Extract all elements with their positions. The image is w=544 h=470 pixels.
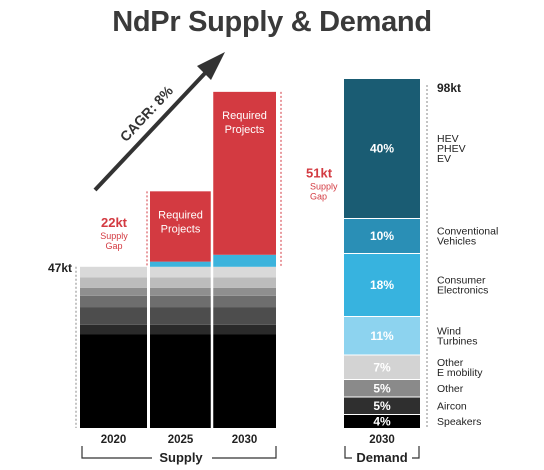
existing-supply-layer-2020-6	[80, 277, 147, 288]
demand-segment-value-8: 40%	[370, 142, 394, 156]
supply-group-label: Supply	[159, 450, 203, 465]
required-projects-label-2025-line-2: Projects	[161, 223, 201, 235]
existing-supply-layer-2020-2	[80, 324, 147, 335]
existing-supply-layer-2030-7	[213, 266, 276, 278]
cagr-trend-arrow-shaft	[93, 68, 210, 192]
demand-group-label: Demand	[356, 450, 407, 465]
required-projects-bar-2030	[213, 91, 276, 255]
demand-segment-value-5: 11%	[370, 329, 394, 343]
demand-legend-3-line-1: Other	[437, 383, 464, 395]
required-projects-bar-2025	[150, 191, 211, 262]
existing-supply-layer-2030-5	[213, 287, 276, 296]
required-projects-label-2030-line-1: Required	[222, 110, 267, 122]
supply-gap-label-2025-line-2: Gap	[105, 241, 122, 251]
demand-segment-7	[344, 218, 420, 253]
existing-supply-layer-2030-3	[213, 307, 276, 325]
existing-supply-layer-2020-7	[80, 266, 147, 278]
demand-segment-value-2: 5%	[373, 399, 391, 413]
demand-legend-4-line-2: E mobility	[437, 367, 483, 379]
demand-x-tick-label: 2030	[369, 434, 395, 446]
demand-segment-value-1: 4%	[373, 415, 391, 429]
supply-gap-value-2030: 51kt	[306, 165, 333, 180]
existing-supply-layer-2030-1	[213, 334, 276, 428]
demand-segment-4	[344, 354, 420, 379]
existing-supply-layer-2030-4	[213, 295, 276, 308]
supply-gap-label-2030-line-1: Supply	[310, 181, 338, 191]
demand-legend-6-line-1: Consumer	[437, 275, 486, 287]
demand-legend-8-line-3: EV	[437, 153, 451, 165]
supply-gap-label-2025-line-1: Supply	[100, 231, 128, 241]
demand-legend-7-line-2: Vehicles	[437, 236, 476, 248]
demand-segment-2	[344, 396, 420, 414]
demand-legend-7-line-1: Conventional	[437, 226, 498, 238]
existing-supply-layer-2020-5	[80, 287, 147, 296]
existing-supply-layer-2025-5	[150, 287, 211, 296]
chart-title: NdPr Supply & Demand	[112, 6, 432, 38]
demand-segment-6	[344, 253, 420, 316]
demand-segment-value-7: 10%	[370, 229, 394, 243]
existing-supply-layer-2025-2	[150, 324, 211, 335]
required-projects-label-2025-line-1: Required	[158, 209, 203, 221]
x-tick-label-2025: 2025	[168, 434, 194, 446]
existing-supply-layer-2025-6	[150, 277, 211, 288]
existing-supply-layer-2020-4	[80, 295, 147, 308]
existing-supply-layer-2025-3	[150, 307, 211, 325]
supply-group-bracket	[81, 446, 277, 459]
demand-legend-5-line-1: Wind	[437, 325, 461, 337]
demand-segment-5	[344, 316, 420, 355]
existing-supply-layer-2030-2	[213, 324, 276, 335]
demand-segment-3	[344, 379, 420, 397]
supply-gap-value-2025: 22kt	[101, 215, 128, 230]
demand-segment-value-4: 7%	[373, 360, 391, 374]
required-projects-label-2030-line-2: Projects	[225, 124, 265, 136]
supply-gap-label-2030-line-2: Gap	[310, 191, 327, 201]
existing-supply-layer-2025-7	[150, 266, 211, 278]
demand-segment-1	[344, 414, 420, 428]
demand-legend-1-line-1: Speakers	[437, 416, 481, 428]
existing-supply-layer-2025-1	[150, 334, 211, 428]
demand-legend-5-line-2: Turbines	[437, 335, 477, 347]
existing-supply-layer-2020-3	[80, 307, 147, 325]
demand-legend-8-line-1: HEV	[437, 133, 459, 145]
cagr-trend-arrow-head	[197, 52, 225, 80]
x-tick-label-2030: 2030	[232, 434, 258, 446]
x-tick-label-2020: 2020	[101, 434, 127, 446]
demand-legend-8-line-2: PHEV	[437, 143, 466, 155]
existing-supply-layer-2030-6	[213, 277, 276, 288]
demand-legend-4-line-1: Other	[437, 357, 464, 369]
demand-group-bracket	[344, 446, 420, 459]
new-supply-bar-2025	[150, 261, 211, 267]
existing-supply-label: 47kt	[48, 261, 72, 275]
demand-legend-2-line-1: Aircon	[437, 400, 467, 412]
existing-supply-layer-2025-4	[150, 295, 211, 308]
demand-legend-6-line-2: Electronics	[437, 285, 488, 297]
new-supply-bar-2030	[213, 254, 276, 267]
demand-segment-value-6: 18%	[370, 278, 394, 292]
demand-segment-8	[344, 78, 420, 218]
existing-supply-layer-2020-1	[80, 334, 147, 428]
demand-segment-value-3: 5%	[373, 381, 391, 395]
demand-total-label: 98kt	[437, 81, 461, 95]
